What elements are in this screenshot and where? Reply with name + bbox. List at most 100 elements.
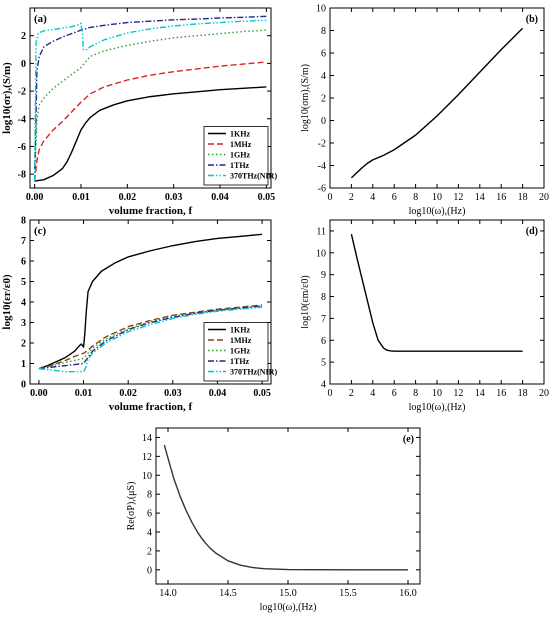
y-tick-label: 2 — [321, 94, 326, 105]
x-tick-label: 0.01 — [72, 192, 90, 203]
x-tick-label: 12 — [453, 192, 463, 203]
y-tick-label: -6 — [318, 184, 326, 195]
x-tick-label: 16 — [496, 388, 506, 399]
series-group — [350, 234, 523, 352]
series-group — [350, 27, 524, 179]
y-tick-label: 6 — [321, 336, 326, 347]
y-tick-label: 6 — [321, 49, 326, 60]
x-tick-label: 16.0 — [399, 588, 417, 599]
legend-entry: 1THz — [230, 161, 250, 170]
legend-entry: 370THz(NIR) — [230, 172, 277, 181]
x-tick-label: 0.00 — [26, 192, 44, 203]
y-tick-label: 11 — [316, 226, 326, 237]
y-tick-label: 14 — [142, 433, 152, 444]
x-tick-label: 20 — [539, 192, 549, 203]
legend-box — [203, 322, 269, 382]
legend-entry: 1KHz — [230, 130, 250, 139]
plot-frame — [329, 219, 545, 385]
x-tick-label: 6 — [392, 192, 397, 203]
legend-entry: 1MHz — [230, 336, 252, 345]
series-line-1ghz — [38, 305, 263, 370]
legend-entry: 1GHz — [230, 347, 250, 356]
x-tick-label: 10 — [432, 388, 442, 399]
x-tick-label: 0.03 — [164, 388, 182, 399]
panel-e: 14.0 14.5 15.0 15.5 16.0 0 2 4 6 8 10 12 14 log10(ω),… — [126, 427, 421, 613]
x-tick-label: 12 — [453, 388, 463, 399]
series-line-main — [350, 27, 524, 179]
x-axis-label: volume fraction, f — [109, 205, 193, 217]
x-axis-label: volume fraction, f — [109, 401, 193, 413]
y-tick-label: 10 — [316, 4, 326, 15]
x-tick-label: 18 — [518, 192, 528, 203]
y-tick-label: -8 — [18, 170, 26, 181]
x-tick-label: 4 — [370, 388, 375, 399]
series-group — [163, 444, 408, 571]
x-tick-label: 4 — [370, 192, 375, 203]
x-tick-label: 8 — [413, 388, 418, 399]
plot-frame — [329, 7, 545, 189]
y-tick-label: 7 — [321, 314, 326, 325]
series-line-370thz-nir- — [33, 19, 267, 182]
x-tick-label: 10 — [432, 192, 442, 203]
y-tick-label: -2 — [318, 139, 326, 150]
legend-entry: 1THz — [230, 357, 250, 366]
x-tick-label: 2 — [349, 192, 354, 203]
x-tick-label: 6 — [392, 388, 397, 399]
x-axis-label: log10(ω),(Hz) — [260, 602, 317, 613]
series-line-1khz — [34, 86, 267, 182]
y-tick-label: 6 — [21, 257, 26, 268]
y-tick-label: 0 — [21, 380, 26, 391]
panel-label: (c) — [34, 225, 47, 237]
x-tick-label: 14.0 — [159, 588, 177, 599]
x-tick-label: 0.03 — [165, 192, 183, 203]
x-tick-label: 14 — [475, 388, 485, 399]
series-group — [33, 15, 267, 182]
x-tick-label: 0.04 — [209, 388, 227, 399]
series-line-main — [350, 234, 523, 352]
x-tick-label: 8 — [413, 192, 418, 203]
panel-label: (b) — [526, 14, 538, 25]
y-tick-label: 5 — [21, 277, 26, 288]
x-tick-label: 16 — [496, 192, 506, 203]
y-tick-label: 4 — [147, 528, 152, 539]
y-tick-label: 7 — [21, 236, 26, 247]
x-tick-label: 2 — [349, 388, 354, 399]
panel-a: 0.00 0.01 0.02 0.03 0.04 0.05 -8 -6 -4 -2 0 2 volume… — [1, 7, 277, 217]
y-tick-label: 0 — [21, 59, 26, 70]
series-line-1mhz — [38, 304, 263, 370]
y-tick-label: 8 — [21, 216, 26, 227]
x-axis-label: log10(ω),(Hz) — [409, 206, 466, 217]
y-tick-label: 10 — [316, 248, 326, 259]
legend-entry: 1MHz — [230, 140, 252, 149]
panel-c: 0.00 0.01 0.02 0.03 0.04 0.05 0 1 2 3 4 5 6 7 8 volume … — [1, 216, 277, 414]
series-line-370thz-nir- — [38, 306, 263, 373]
y-tick-label: 2 — [21, 31, 26, 42]
x-tick-label: 0 — [328, 388, 333, 399]
x-tick-label: 0.01 — [75, 388, 93, 399]
panel-d: 0 2 4 6 8 10 12 14 16 18 20 4 5 6 7 8 9 10 11 log10(ω),(Hz)… — [300, 219, 549, 413]
y-tick-label: 5 — [321, 358, 326, 369]
series-group — [38, 233, 263, 373]
x-axis-label: log10(ω),(Hz) — [409, 402, 466, 413]
y-tick-label: 0 — [147, 565, 152, 576]
y-tick-label: 1 — [21, 359, 26, 370]
x-tick-label: 20 — [539, 388, 549, 399]
y-tick-label: -2 — [18, 87, 26, 98]
panel-b: 0 2 4 6 8 10 12 14 16 18 20 -6 -4 -2 0 2 4 6 8 10 log10(ω),(… — [300, 4, 549, 218]
x-tick-label: 14.5 — [219, 588, 237, 599]
y-tick-label: 8 — [321, 292, 326, 303]
x-tick-label: 0 — [328, 192, 333, 203]
panel-label: (a) — [34, 13, 47, 25]
y-tick-label: 4 — [321, 71, 326, 82]
y-tick-label: 2 — [147, 546, 152, 557]
x-tick-label: 0.05 — [258, 192, 276, 203]
x-tick-label: 18 — [518, 388, 528, 399]
y-tick-label: 6 — [147, 509, 152, 520]
y-tick-label: 8 — [147, 490, 152, 501]
panel-label: (e) — [403, 434, 414, 445]
y-tick-label: 2 — [21, 339, 26, 350]
y-tick-label: 4 — [321, 380, 326, 391]
series-line-1mhz — [33, 61, 267, 182]
